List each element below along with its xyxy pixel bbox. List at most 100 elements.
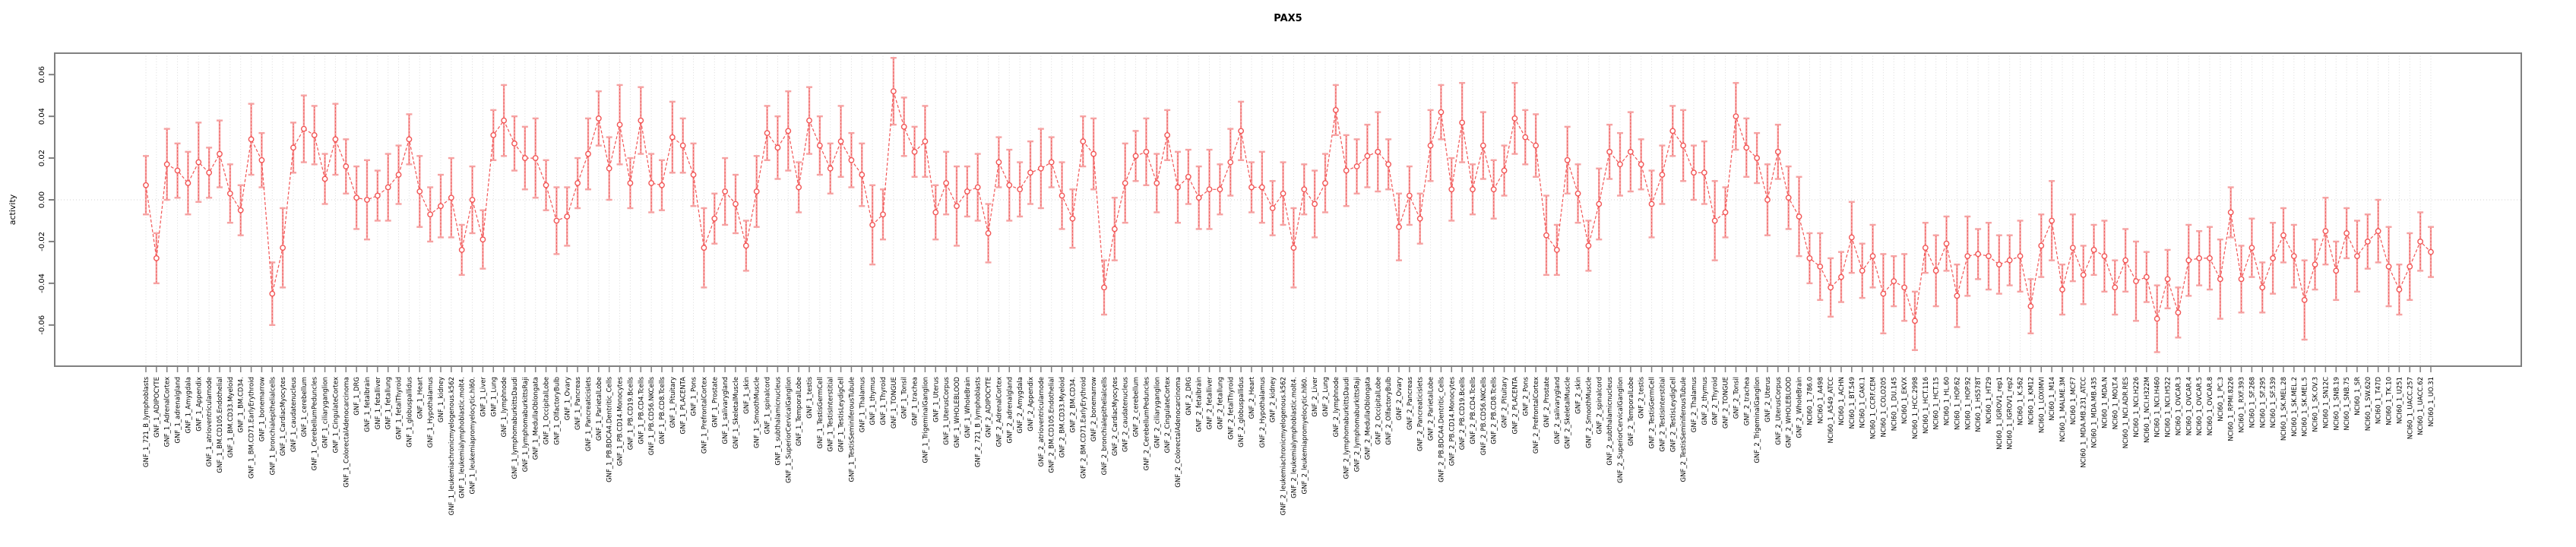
- x-tick-label: GNF_2_Pancreaticislets: [1417, 376, 1425, 451]
- data-point: [1332, 106, 1339, 113]
- x-tick-label: GNF_1_bonemarrow: [258, 377, 266, 441]
- data-point: [2101, 253, 2108, 260]
- data-point: [543, 182, 549, 188]
- data-point: [321, 175, 328, 182]
- x-tick-label: GNF_1_BM.CD71.EarlyErythroid: [248, 377, 256, 479]
- data-point: [1954, 292, 1960, 299]
- data-point: [1385, 161, 1392, 168]
- x-tick-label: GNF_2_Thalamus: [1691, 376, 1698, 432]
- data-point: [395, 172, 402, 178]
- x-tick-label: NCI60_1_OVCAR.5: [2196, 377, 2204, 435]
- x-tick-label: NCI60_1_KM12: [2027, 377, 2035, 425]
- data-point: [1195, 194, 1202, 201]
- x-tick-label: GNF_1_Thalamus: [859, 376, 866, 432]
- x-tick-label: GNF_2_Tonsil: [1733, 377, 1740, 419]
- x-tick-label: GNF_1_Liver: [479, 376, 487, 416]
- x-tick-label: GNF_1_OccipitalLobe: [543, 377, 551, 444]
- data-point: [1217, 186, 1223, 193]
- data-point: [1111, 226, 1118, 232]
- x-tick-label: NCI60_1_SF.539: [2270, 377, 2277, 428]
- x-tick-label: GNF_2_fetalThyroid: [1227, 377, 1235, 440]
- x-tick-label: GNF_1_Ovary: [564, 377, 571, 420]
- data-point: [1101, 284, 1107, 291]
- data-point: [2343, 230, 2350, 236]
- data-point: [1722, 209, 1729, 216]
- data-point: [553, 217, 560, 224]
- x-tick-label: NCI60_1_MDA.N: [2101, 377, 2109, 428]
- data-point: [827, 165, 834, 172]
- x-tick-label: GNF_1_DRG: [353, 377, 361, 416]
- x-tick-label: NCI60_1_CCRF.CEM: [1870, 377, 1878, 439]
- data-point: [638, 117, 644, 124]
- data-point: [1248, 184, 1255, 191]
- x-tick-label: GNF_2_leukemialymphoblastic.molt4.: [1290, 377, 1298, 498]
- data-point: [722, 188, 729, 194]
- x-tick-label: NCI60_1_MCF7: [2070, 377, 2078, 425]
- x-tick-label: GNF_2_SuperiorCervicalGanglion: [1617, 377, 1625, 483]
- data-point: [2059, 286, 2065, 293]
- x-tick-label: GNF_2_lymphomaburkittsDaudi: [1343, 377, 1351, 479]
- x-tick-label: GNF_1_Prostate: [711, 377, 719, 428]
- data-point: [248, 136, 255, 143]
- x-tick-label: GNF_2_PB.CD4.Tcells: [1470, 376, 1477, 444]
- x-tick-label: GNF_2_AdrenalCortex: [995, 377, 1003, 447]
- x-tick-label: GNF_2_Heart: [1248, 376, 1256, 419]
- x-tick-label: GNF_2_Ovary: [1396, 377, 1404, 420]
- data-point: [1975, 251, 1982, 258]
- x-tick-label: GNF_1_subthalamicnucleus: [774, 376, 782, 465]
- data-point: [954, 203, 960, 210]
- x-tick-label: GNF_1_spinalcord: [764, 377, 772, 435]
- data-point: [1343, 167, 1350, 174]
- data-point: [848, 157, 855, 163]
- data-point: [300, 125, 307, 132]
- x-tick-label: GNF_1_fetalbrain: [364, 377, 372, 432]
- x-tick-label: GNF_1_CingulateCortex: [332, 377, 340, 453]
- x-tick-label: GNF_2_Pituitary: [1502, 377, 1509, 428]
- data-point: [669, 134, 676, 141]
- data-point: [438, 203, 444, 210]
- data-point: [448, 194, 454, 201]
- data-point: [2322, 228, 2329, 235]
- data-point: [1764, 197, 1771, 203]
- x-tick-label: GNF_1_BM.CD105.Endothelial: [217, 377, 224, 473]
- x-tick-label: GNF_2_cerebellum: [1133, 377, 1141, 437]
- x-tick-label: NCI60_1_HCT.116: [1923, 377, 1930, 434]
- data-point: [1017, 186, 1024, 193]
- data-point: [742, 242, 749, 249]
- x-tick-label: GNF_2_PB.CD8.Tcells: [1491, 376, 1498, 444]
- x-tick-label: GNF_1_leukemiachronicmyelogenous.k562: [448, 377, 456, 515]
- x-tick-label: GNF_2_Lung: [1322, 377, 1330, 417]
- x-tick-label: GNF_1_Amygdala: [185, 377, 192, 433]
- data-point: [2301, 296, 2308, 303]
- data-point: [869, 222, 876, 228]
- x-tick-label: GNF_1_cerebellum: [301, 377, 309, 437]
- data-point: [1564, 157, 1571, 163]
- data-point: [985, 230, 992, 236]
- data-point: [922, 138, 929, 144]
- x-tick-label: GNF_2_skin: [1575, 377, 1583, 414]
- x-tick-label: GNF_2_CardiacMyocytes: [1112, 376, 1119, 456]
- x-tick-label: GNF_1_Pituitary: [669, 377, 677, 428]
- data-point: [2227, 209, 2234, 216]
- data-point: [1901, 284, 1908, 291]
- x-tick-label: GNF_2_WHOLEBLOOD: [1786, 377, 1793, 448]
- data-point: [964, 188, 970, 194]
- x-tick-label: NCI60_1_IGROV1_rep1: [1996, 377, 2004, 450]
- data-point: [2006, 257, 2013, 264]
- x-tick-label: NCI60_1_SW.620: [2365, 377, 2372, 431]
- data-point: [1238, 128, 1245, 134]
- data-point: [1122, 180, 1128, 186]
- data-point: [1891, 278, 1897, 285]
- x-tick-label: GNF_1_TestisGermCell: [817, 377, 824, 449]
- data-point: [2175, 309, 2182, 316]
- data-point: [269, 290, 276, 297]
- data-point: [1290, 245, 1297, 251]
- x-tick-label: NCI60_1_TK.10: [2386, 377, 2394, 425]
- data-point: [774, 144, 781, 151]
- data-point: [1090, 150, 1097, 157]
- x-tick-label: GNF_2_TestisInterstitial: [1659, 377, 1666, 452]
- x-tick-label: GNF_1_CerebellumPeduncles: [312, 376, 319, 470]
- x-tick-label: GNF_1_adrenalgland: [175, 377, 182, 444]
- x-tick-label: NCI60_1_MDA.MB.231_ATCC: [2081, 377, 2088, 468]
- data-point: [521, 155, 528, 161]
